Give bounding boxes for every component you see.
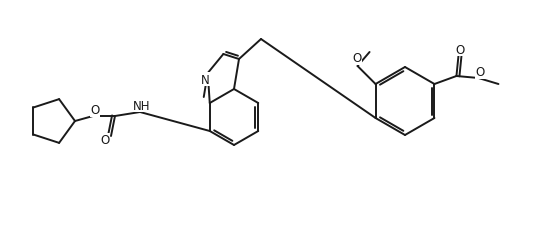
Text: O: O xyxy=(352,52,361,65)
Text: O: O xyxy=(476,66,485,79)
Text: O: O xyxy=(91,104,99,117)
Text: O: O xyxy=(456,43,465,56)
Text: O: O xyxy=(100,134,110,147)
Text: N: N xyxy=(200,73,209,86)
Text: NH: NH xyxy=(133,99,151,112)
